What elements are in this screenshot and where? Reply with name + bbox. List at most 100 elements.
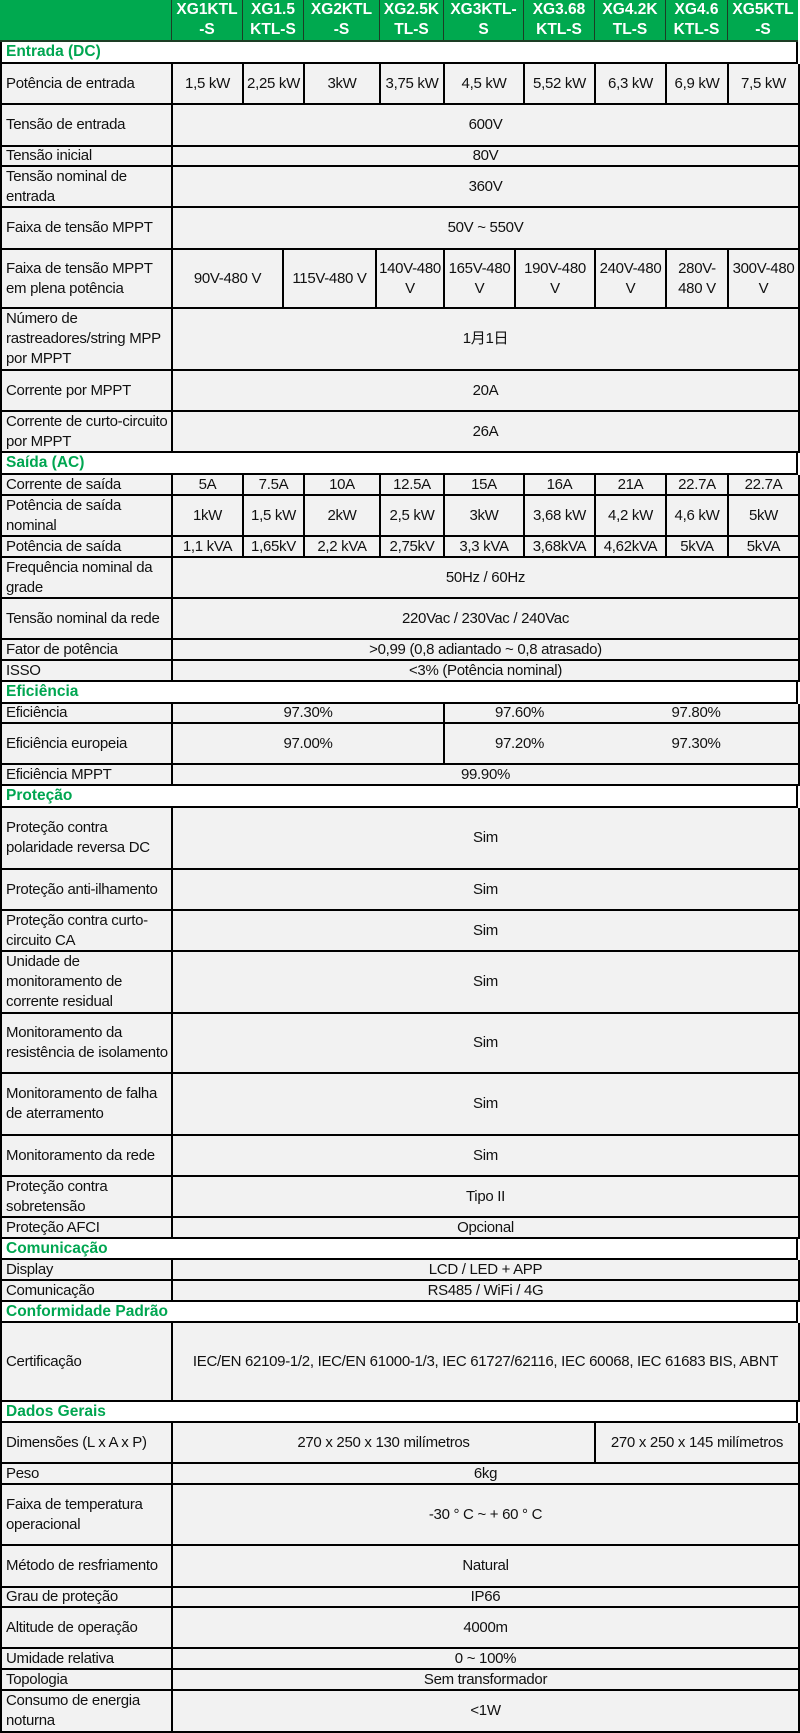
cell-value: 3,3 kVA [443, 537, 523, 558]
row-label: Corrente por MPPT [0, 371, 171, 412]
row-label: Display [0, 1260, 171, 1281]
table-row: Faixa de temperatura operacional -30 ° C… [0, 1485, 800, 1546]
table-row: Proteção AFCI Opcional [0, 1218, 800, 1239]
cell-value: 3,68 kW [523, 496, 594, 537]
cell-value: 2kW [303, 496, 379, 537]
cell-value: <3% (Potência nominal) [171, 661, 800, 682]
section-title: Eficiência [0, 682, 798, 704]
cell-value: 3,68kVA [523, 537, 594, 558]
cell-value: IEC/EN 62109-1/2, IEC/EN 61000-1/3, IEC … [171, 1323, 800, 1402]
cell-value: 5,52 kW [523, 64, 594, 105]
cell-value: 4,5 kW [443, 64, 523, 105]
cell-value: 600V [171, 105, 800, 147]
row-label: Dimensões (L x A x P) [0, 1423, 171, 1464]
cell-value: 0 ~ 100% [171, 1649, 800, 1670]
table-row: Certificação IEC/EN 62109-1/2, IEC/EN 61… [0, 1323, 800, 1402]
table-row: Número de rastreadores/string MPP por MP… [0, 309, 800, 371]
model-header: XG4.6 KTL-S [665, 0, 727, 42]
row-label: Topologia [0, 1670, 171, 1691]
row-label: ISSO [0, 661, 171, 682]
table-row: Proteção contra curto-circuito CA Sim [0, 911, 800, 952]
section-title: Saída (AC) [0, 453, 798, 475]
cell-value: 2,75kV [379, 537, 443, 558]
table-row: Eficiência europeia 97.00% 97.20% 97.30% [0, 724, 800, 765]
table-row: Faixa de tensão MPPT 50V ~ 550V [0, 208, 800, 250]
cell-value: 1kW [171, 496, 242, 537]
cell-value: 3kW [443, 496, 523, 537]
cell-value: 97.30% [171, 704, 443, 724]
row-label: Proteção anti-ilhamento [0, 870, 171, 911]
model-header: XG3.68 KTL-S [523, 0, 594, 42]
table-row: Tensão de entrada 600V [0, 105, 800, 147]
cell-value: 1,5 kW [171, 64, 242, 105]
table-row: Unidade de monitoramento de corrente res… [0, 952, 800, 1014]
cell-value: 360V [171, 167, 800, 208]
cell-value: 2,25 kW [242, 64, 303, 105]
row-label: Tensão nominal da rede [0, 599, 171, 640]
table-row: Potência de saída nominal 1kW 1,5 kW 2kW… [0, 496, 800, 537]
cell-value: 12.5A [379, 475, 443, 496]
row-label: Corrente de saída [0, 475, 171, 496]
cell-value: 5kVA [665, 537, 727, 558]
cell-value: 2,2 kVA [303, 537, 379, 558]
model-header: XG5KTL -S [727, 0, 798, 42]
cell-value: 5kW [727, 496, 800, 537]
section-title: Conformidade Padrão [0, 1302, 798, 1323]
row-label: Eficiência [0, 704, 171, 724]
section-title: Proteção [0, 786, 798, 808]
cell-value: 115V-480 V [282, 250, 375, 309]
cell-value: 6,3 kW [594, 64, 665, 105]
row-label: Proteção contra curto-circuito CA [0, 911, 171, 952]
row-label: Proteção AFCI [0, 1218, 171, 1239]
table-row: Monitoramento de falha de aterramento Si… [0, 1074, 800, 1136]
row-label: Unidade de monitoramento de corrente res… [0, 952, 171, 1014]
row-label: Potência de saída [0, 537, 171, 558]
table-row: Proteção contra polaridade reversa DC Si… [0, 808, 800, 870]
cell-value: 190V-480 V [514, 250, 594, 309]
cell-value: 50Hz / 60Hz [171, 558, 800, 599]
table-row: Eficiência MPPT 99.90% [0, 765, 800, 786]
model-header: XG3KTL- S [443, 0, 523, 42]
table-row: Potência de saída 1,1 kVA 1,65kV 2,2 kVA… [0, 537, 800, 558]
table-row: Tensão nominal de entrada 360V [0, 167, 800, 208]
row-label: Umidade relativa [0, 1649, 171, 1670]
cell-value: 270 x 250 x 145 milímetros [594, 1423, 800, 1464]
table-row: Método de resfriamento Natural [0, 1546, 800, 1588]
cell-value: 2,5 kW [379, 496, 443, 537]
row-label: Faixa de temperatura operacional [0, 1485, 171, 1546]
table-row: Proteção anti-ilhamento Sim [0, 870, 800, 911]
cell-value: 1,1 kVA [171, 537, 242, 558]
cell-value: 140V-480 V [375, 250, 443, 309]
cell-value: 1月1日 [171, 309, 800, 371]
table-row: Topologia Sem transformador [0, 1670, 800, 1691]
cell-value: 97.30% [594, 724, 800, 765]
cell-value: 3,75 kW [379, 64, 443, 105]
cell-value: 165V-480 V [443, 250, 514, 309]
cell-value: 26A [171, 412, 800, 453]
cell-value: Sim [171, 911, 800, 952]
table-row: Consumo de energia noturna <1W [0, 1691, 800, 1733]
row-label: Potência de saída nominal [0, 496, 171, 537]
cell-value: 21A [594, 475, 665, 496]
cell-value: 97.20% [443, 724, 594, 765]
cell-value: >0,99 (0,8 adiantado ~ 0,8 atrasado) [171, 640, 800, 661]
table-row: Potência de entrada 1,5 kW 2,25 kW 3kW 3… [0, 64, 800, 105]
cell-value: 300V-480 V [727, 250, 800, 309]
cell-value: Sim [171, 808, 800, 870]
cell-value: 240V-480 V [594, 250, 665, 309]
cell-value: 6,9 kW [665, 64, 727, 105]
table-row: Corrente por MPPT 20A [0, 371, 800, 412]
row-label: Eficiência europeia [0, 724, 171, 765]
table-row: Tensão inicial 80V [0, 147, 800, 167]
cell-value: Sem transformador [171, 1670, 800, 1691]
row-label: Certificação [0, 1323, 171, 1402]
cell-value: 99.90% [171, 765, 800, 786]
cell-value: 22.7A [665, 475, 727, 496]
row-label: Consumo de energia noturna [0, 1691, 171, 1733]
model-header: XG4.2K TL-S [594, 0, 665, 42]
section-title: Comunicação [0, 1239, 798, 1260]
cell-value: 15A [443, 475, 523, 496]
row-label: Proteção contra polaridade reversa DC [0, 808, 171, 870]
cell-value: 4,2 kW [594, 496, 665, 537]
table-row: Proteção contra sobretensão Tipo II [0, 1177, 800, 1218]
